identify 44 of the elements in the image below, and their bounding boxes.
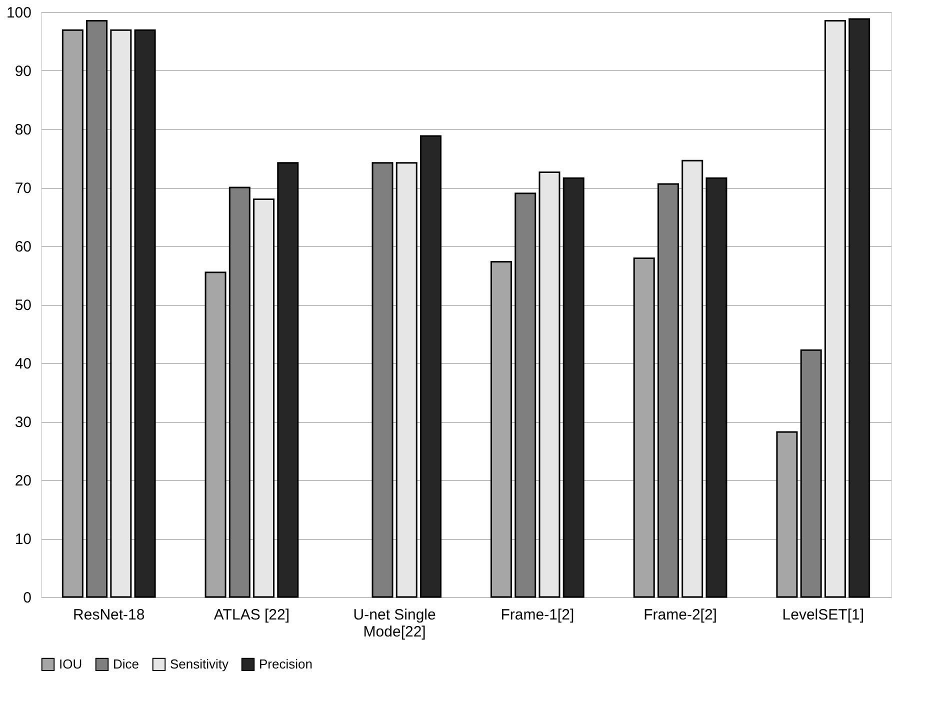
x-tick-label: U-net Single Mode[22] <box>353 606 436 640</box>
bar <box>657 183 679 598</box>
bar <box>706 177 728 598</box>
bar <box>277 162 299 598</box>
y-tick-label: 10 <box>14 531 32 548</box>
bar <box>204 272 226 598</box>
bar <box>848 18 870 598</box>
y-tick-label: 30 <box>14 414 32 431</box>
x-tick-label: Frame-2[2] <box>644 606 717 624</box>
bar <box>396 162 418 598</box>
bar <box>633 258 655 598</box>
y-tick-label: 100 <box>6 4 32 22</box>
bar <box>562 177 584 598</box>
legend-label: IOU <box>59 656 82 672</box>
bar <box>372 162 394 598</box>
x-tick-label: ResNet-18 <box>73 606 145 624</box>
x-tick-label: Frame-1[2] <box>500 606 574 624</box>
bar <box>134 29 156 598</box>
bar <box>86 20 108 598</box>
y-tick-label: 70 <box>14 180 32 197</box>
y-tick-label: 60 <box>14 238 32 256</box>
bar <box>420 135 442 598</box>
bar <box>682 160 704 598</box>
y-tick-label: 20 <box>14 472 32 490</box>
x-tick-label: LevelSET[1] <box>782 606 864 624</box>
legend-label: Precision <box>259 656 312 672</box>
bar <box>110 29 132 598</box>
bar <box>514 192 536 598</box>
bar <box>228 186 250 598</box>
bar <box>253 198 275 598</box>
legend-label: Dice <box>113 656 140 672</box>
bar <box>824 20 846 598</box>
y-tick-label: 80 <box>14 122 32 138</box>
y-tick-label: 0 <box>23 590 32 606</box>
y-tick-label: 50 <box>14 297 32 314</box>
y-tick-label: 40 <box>14 356 32 372</box>
bar <box>776 431 798 598</box>
legend-label: Sensitivity <box>170 656 230 672</box>
bar <box>490 261 512 598</box>
bar <box>62 29 84 598</box>
bar <box>800 349 822 598</box>
bar <box>538 172 560 598</box>
x-tick-label: ATLAS [22] <box>214 606 290 624</box>
y-tick-label: 90 <box>14 63 32 80</box>
